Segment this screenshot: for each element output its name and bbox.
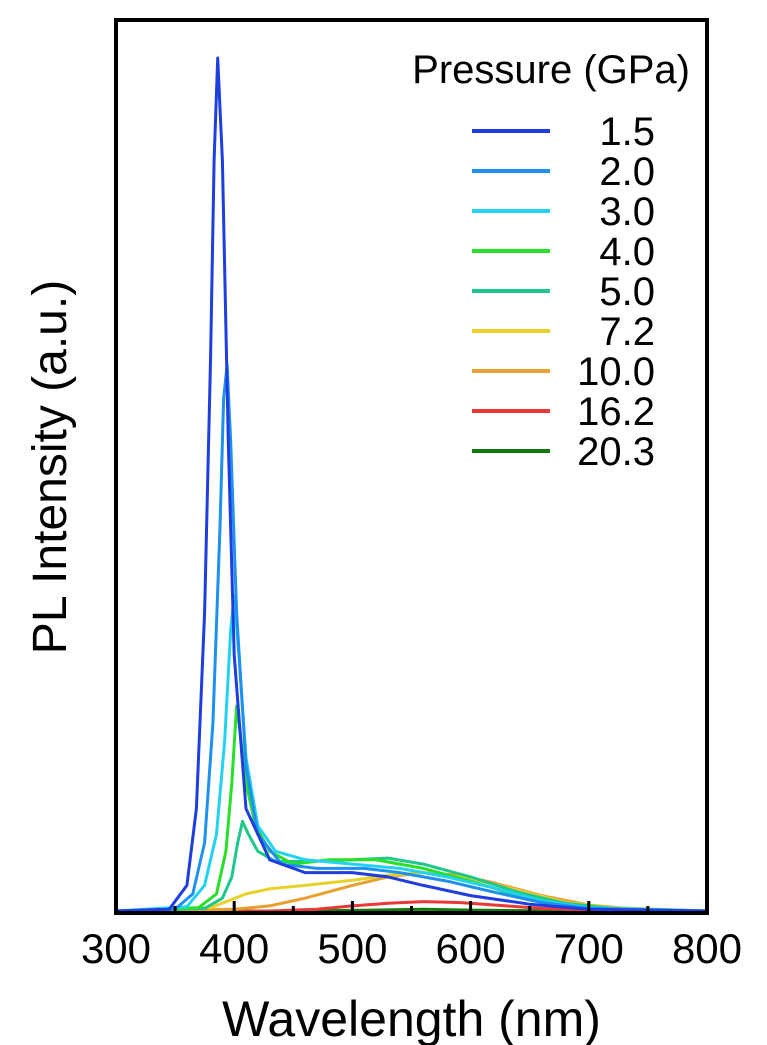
legend-item-1.5: 1.5 xyxy=(472,110,655,154)
legend-label: 4.0 xyxy=(599,230,655,274)
legend-item-7.2: 7.2 xyxy=(472,310,655,354)
x-tick-label: 400 xyxy=(199,925,269,972)
legend-label: 7.2 xyxy=(599,310,655,354)
legend-item-5.0: 5.0 xyxy=(472,270,655,314)
legend-item-16.2: 16.2 xyxy=(472,390,655,434)
legend-item-2.0: 2.0 xyxy=(472,150,655,194)
x-tick-label: 600 xyxy=(436,925,506,972)
x-axis-ticks: 300 400 500 600 700 800 xyxy=(81,901,742,972)
series-line-1.5 xyxy=(115,56,708,913)
legend-item-10.0: 10.0 xyxy=(472,350,655,394)
x-tick-label: 700 xyxy=(554,925,624,972)
series-line-7.2 xyxy=(115,871,708,913)
legend-title: Pressure (GPa) xyxy=(412,48,690,92)
legend-label: 10.0 xyxy=(577,350,655,394)
x-tick-label: 300 xyxy=(81,925,151,972)
x-tick-label: 500 xyxy=(317,925,387,972)
legend-label: 3.0 xyxy=(599,190,655,234)
legend-item-4.0: 4.0 xyxy=(472,230,655,274)
series-line-2.0 xyxy=(115,363,708,913)
series-layer xyxy=(115,56,708,913)
legend-label: 16.2 xyxy=(577,390,655,434)
legend-item-3.0: 3.0 xyxy=(472,190,655,234)
legend-label: 2.0 xyxy=(599,150,655,194)
legend-label: 1.5 xyxy=(599,110,655,154)
x-axis-label: Wavelength (nm) xyxy=(222,991,601,1045)
series-line-16.2 xyxy=(116,900,708,913)
y-axis-label: PL Intensity (a.u.) xyxy=(24,280,77,654)
series-line-10.0 xyxy=(115,871,708,913)
legend-label: 5.0 xyxy=(599,270,655,314)
x-tick-label: 800 xyxy=(672,925,742,972)
legend: Pressure (GPa) 1.52.03.04.05.07.210.016.… xyxy=(412,48,690,474)
legend-label: 20.3 xyxy=(577,430,655,474)
legend-item-20.3: 20.3 xyxy=(472,430,655,474)
